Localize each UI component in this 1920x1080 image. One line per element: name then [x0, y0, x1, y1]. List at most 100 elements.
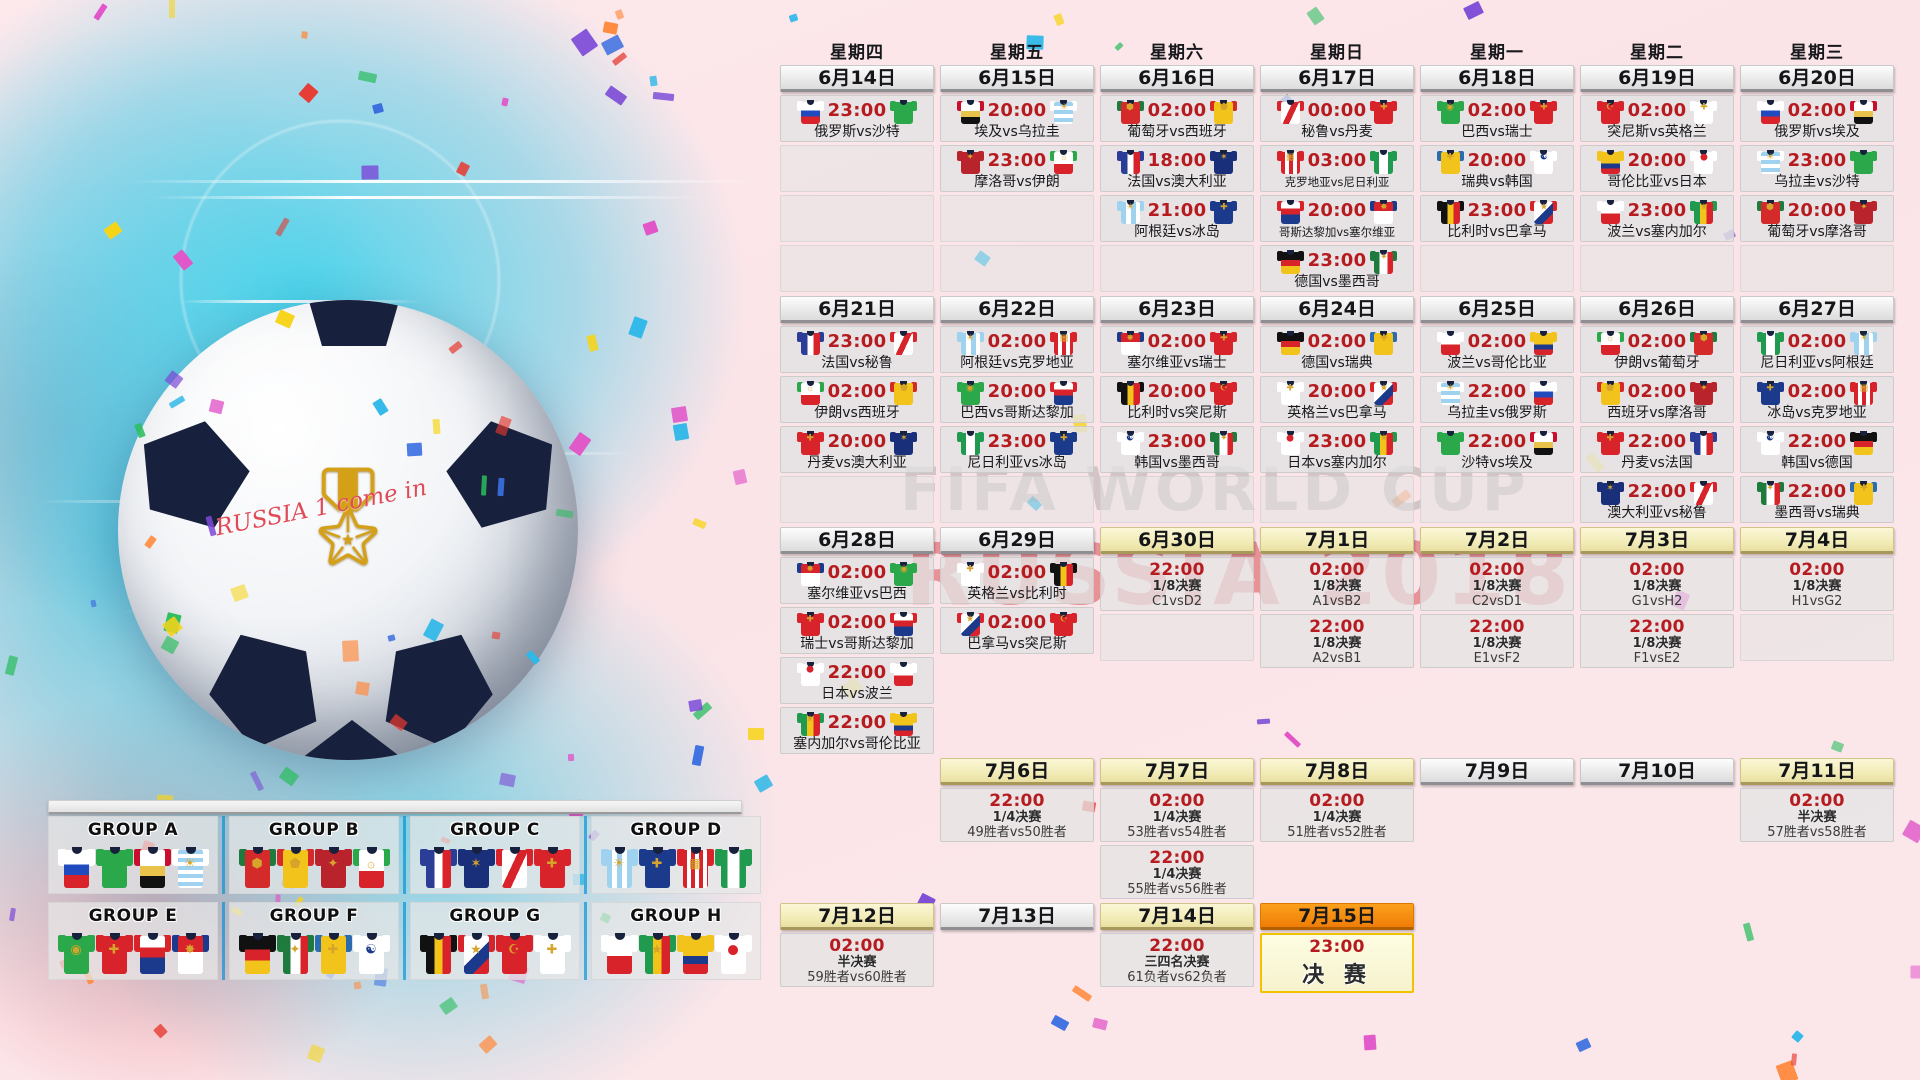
match-cell[interactable]: 22:00 1/8决赛 C1vsD2 [1100, 557, 1254, 611]
match-cell[interactable]: 02:00 1/4决赛 51胜者vs52胜者 [1260, 788, 1414, 842]
match-cell[interactable]: 18:00 ✶ 法国vs澳大利亚 [1100, 145, 1254, 192]
date-header[interactable]: 6月16日 [1100, 65, 1254, 92]
match-cell[interactable]: ◉ 02:00 ✚ 巴西vs瑞士 [1420, 95, 1574, 142]
match-cell[interactable]: ☯ 23:00 ✦ 韩国vs墨西哥 [1100, 426, 1254, 473]
match-cell[interactable]: 22:00 沙特vs埃及 [1420, 426, 1574, 473]
match-cell[interactable]: ⬢ 02:00 ⬟ 葡萄牙vs西班牙 [1100, 95, 1254, 142]
match-cell[interactable]: ☯ 22:00 韩国vs德国 [1740, 426, 1894, 473]
date-header[interactable]: 7月12日 [780, 903, 934, 930]
match-cell[interactable]: 02:00 ✚ 德国vs瑞典 [1260, 326, 1414, 373]
match-cell[interactable]: ⬢ 20:00 ✦ 葡萄牙vs摩洛哥 [1740, 195, 1894, 242]
date-header[interactable]: 6月28日 [780, 527, 934, 554]
match-cell[interactable]: ☀ 21:00 ✚ 阿根廷vs冰岛 [1100, 195, 1254, 242]
date-header[interactable]: 6月17日 [1260, 65, 1414, 92]
match-cell[interactable]: 02:00 半决赛 59胜者vs60胜者 [780, 933, 934, 987]
match-cell[interactable]: 23:00 法国vs秘鲁 [780, 326, 934, 373]
match-cell[interactable]: ☀ 22:00 乌拉圭vs俄罗斯 [1420, 376, 1574, 423]
date-header[interactable]: 6月18日 [1420, 65, 1574, 92]
match-cell[interactable]: 00:00 ✚ 秘鲁vs丹麦 [1260, 95, 1414, 142]
date-header[interactable]: 6月14日 [780, 65, 934, 92]
match-cell[interactable]: ▦ 03:00 克罗地亚vs尼日利亚 [1260, 145, 1414, 192]
date-header[interactable]: 7月2日 [1420, 527, 1574, 554]
match-cell[interactable]: ◉ 20:00 巴西vs哥斯达黎加 [940, 376, 1094, 423]
match-cell[interactable]: ✚ 02:00 英格兰vs比利时 [940, 557, 1094, 604]
match-cell[interactable]: 22:00 三四名决赛 61负者vs62负者 [1100, 933, 1254, 987]
date-header[interactable]: 6月24日 [1260, 296, 1414, 323]
match-cell[interactable]: 02:00 1/8决赛 A1vsB2 [1260, 557, 1414, 611]
match-cell[interactable]: 23:00 ✦ 德国vs墨西哥 [1260, 245, 1414, 292]
match-cell[interactable]: ✸ 02:00 ◉ 塞尔维亚vs巴西 [780, 557, 934, 604]
match-cell[interactable]: ☀ 02:00 ▦ 阿根廷vs克罗地亚 [940, 326, 1094, 373]
date-header[interactable]: 7月10日 [1580, 758, 1734, 785]
group-box-e[interactable]: GROUP E ◉ ✚ ✸ [48, 902, 218, 980]
match-cell[interactable]: ☪ 02:00 ✚ 突尼斯vs英格兰 [1580, 95, 1734, 142]
date-header[interactable]: 6月23日 [1100, 296, 1254, 323]
match-cell[interactable]: ۞ 02:00 ⬟ 伊朗vs西班牙 [780, 376, 934, 423]
match-cell[interactable]: 02:00 波兰vs哥伦比亚 [1420, 326, 1574, 373]
match-cell[interactable]: 23:00 决 赛 [1260, 933, 1414, 993]
match-cell[interactable]: 23:00 ★ 波兰vs塞内加尔 [1580, 195, 1734, 242]
date-header[interactable]: 7月9日 [1420, 758, 1574, 785]
match-cell[interactable]: 02:00 1/4决赛 53胜者vs54胜者 [1100, 788, 1254, 842]
group-box-a[interactable]: GROUP A ☀ [48, 816, 218, 894]
match-cell[interactable]: 20:00 ✸ 哥斯达黎加vs塞尔维亚 [1260, 195, 1414, 242]
date-header[interactable]: 6月29日 [940, 527, 1094, 554]
date-header[interactable]: 7月3日 [1580, 527, 1734, 554]
date-header[interactable]: 6月30日 [1100, 527, 1254, 554]
match-cell[interactable]: ✚ 02:00 瑞士vs哥斯达黎加 [780, 607, 934, 654]
match-cell[interactable]: ✚ 20:00 ☯ 瑞典vs韩国 [1420, 145, 1574, 192]
match-cell[interactable]: ● 22:00 日本vs波兰 [780, 657, 934, 704]
match-cell[interactable]: 23:00 ★ 比利时vs巴拿马 [1420, 195, 1574, 242]
match-cell[interactable]: ✶ 22:00 澳大利亚vs秘鲁 [1580, 476, 1734, 523]
match-cell[interactable]: ✚ 20:00 ✶ 丹麦vs澳大利亚 [780, 426, 934, 473]
match-cell[interactable]: 02:00 ☀ 尼日利亚vs阿根廷 [1740, 326, 1894, 373]
date-header[interactable]: 7月8日 [1260, 758, 1414, 785]
match-cell[interactable]: 20:00 ☀ 埃及vs乌拉圭 [940, 95, 1094, 142]
group-box-c[interactable]: GROUP C ✶ ✚ [410, 816, 580, 894]
match-cell[interactable]: ✚ 22:00 丹麦vs法国 [1580, 426, 1734, 473]
match-cell[interactable]: 23:00 ✚ 尼日利亚vs冰岛 [940, 426, 1094, 473]
date-header[interactable]: 6月20日 [1740, 65, 1894, 92]
date-header[interactable]: 6月19日 [1580, 65, 1734, 92]
match-cell[interactable]: 23:00 俄罗斯vs沙特 [780, 95, 934, 142]
match-cell[interactable]: ✸ 02:00 ✚ 塞尔维亚vs瑞士 [1100, 326, 1254, 373]
date-header[interactable]: 7月6日 [940, 758, 1094, 785]
match-cell[interactable]: 22:00 1/8决赛 E1vsF2 [1420, 614, 1574, 668]
match-cell[interactable]: 22:00 1/4决赛 49胜者vs50胜者 [940, 788, 1094, 842]
match-cell[interactable]: 02:00 1/8决赛 G1vsH2 [1580, 557, 1734, 611]
match-cell[interactable]: 20:00 ☪ 比利时vs突尼斯 [1100, 376, 1254, 423]
group-box-g[interactable]: GROUP G ★ ☪ ✚ [410, 902, 580, 980]
match-cell[interactable]: ✚ 02:00 ▦ 冰岛vs克罗地亚 [1740, 376, 1894, 423]
match-cell[interactable]: 22:00 1/4决赛 55胜者vs56胜者 [1100, 845, 1254, 899]
match-cell[interactable]: ★ 02:00 ☪ 巴拿马vs突尼斯 [940, 607, 1094, 654]
match-cell[interactable]: 02:00 1/8决赛 C2vsD1 [1420, 557, 1574, 611]
match-cell[interactable]: 22:00 1/8决赛 A2vsB1 [1260, 614, 1414, 668]
date-header[interactable]: 7月13日 [940, 903, 1094, 930]
match-cell[interactable]: ★ 22:00 塞内加尔vs哥伦比亚 [780, 707, 934, 754]
date-header[interactable]: 7月4日 [1740, 527, 1894, 554]
date-header[interactable]: 6月27日 [1740, 296, 1894, 323]
group-box-b[interactable]: GROUP B ⬢ ⬟ ✦ ۞ [229, 816, 399, 894]
date-header[interactable]: 6月26日 [1580, 296, 1734, 323]
match-cell[interactable]: ۞ 02:00 ⬢ 伊朗vs葡萄牙 [1580, 326, 1734, 373]
match-cell[interactable]: 02:00 半决赛 57胜者vs58胜者 [1740, 788, 1894, 842]
match-cell[interactable]: 20:00 ● 哥伦比亚vs日本 [1580, 145, 1734, 192]
date-header[interactable]: 7月1日 [1260, 527, 1414, 554]
match-cell[interactable]: ✚ 20:00 ★ 英格兰vs巴拿马 [1260, 376, 1414, 423]
date-header[interactable]: 7月7日 [1100, 758, 1254, 785]
date-header[interactable]: 7月14日 [1100, 903, 1254, 930]
match-cell[interactable]: 02:00 俄罗斯vs埃及 [1740, 95, 1894, 142]
match-cell[interactable]: ⬟ 02:00 ✦ 西班牙vs摩洛哥 [1580, 376, 1734, 423]
date-header[interactable]: 6月21日 [780, 296, 934, 323]
match-cell[interactable]: ● 23:00 ★ 日本vs塞内加尔 [1260, 426, 1414, 473]
group-box-d[interactable]: GROUP D ☀ ✚ ▦ [591, 816, 761, 894]
group-box-h[interactable]: GROUP H ★ ● [591, 902, 761, 980]
match-cell[interactable]: 22:00 1/8决赛 F1vsE2 [1580, 614, 1734, 668]
group-box-f[interactable]: GROUP F ✦ ✚ ☯ [229, 902, 399, 980]
date-header[interactable]: 6月25日 [1420, 296, 1574, 323]
match-cell[interactable]: 02:00 1/8决赛 H1vsG2 [1740, 557, 1894, 611]
date-header[interactable]: 6月22日 [940, 296, 1094, 323]
match-cell[interactable]: ✦ 22:00 ✚ 墨西哥vs瑞典 [1740, 476, 1894, 523]
match-cell[interactable]: ✦ 23:00 ۞ 摩洛哥vs伊朗 [940, 145, 1094, 192]
date-header[interactable]: 7月15日 [1260, 903, 1414, 930]
